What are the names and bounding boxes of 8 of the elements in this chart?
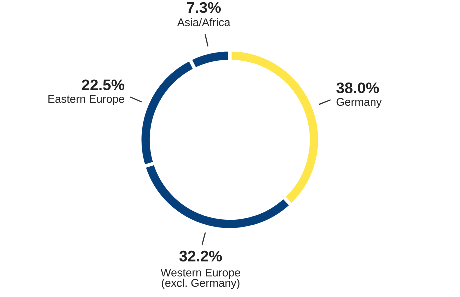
data-label: 32.2% <box>180 250 222 262</box>
data-label: 7.3% <box>187 2 222 14</box>
slice-label: Asia/Africa <box>177 18 231 26</box>
slice-label: Germany <box>336 98 382 108</box>
data-label: 38.0% <box>336 82 380 94</box>
slice-label: Eastern Europe <box>48 95 124 106</box>
data-label: 22.5% <box>82 80 125 91</box>
slice-label: Western Europe (excl. Germany) <box>160 268 240 290</box>
